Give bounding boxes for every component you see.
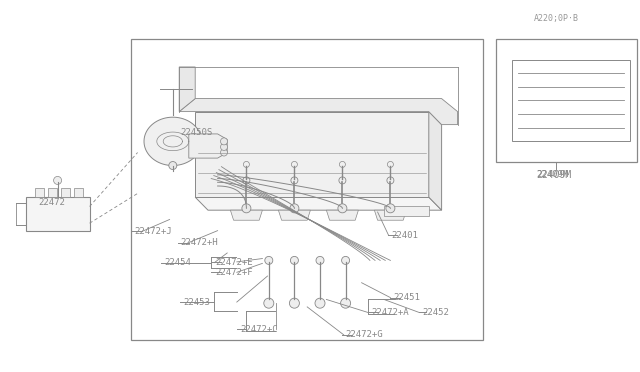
Polygon shape: [374, 210, 406, 220]
Circle shape: [264, 298, 274, 308]
Text: 22454: 22454: [164, 258, 191, 267]
Bar: [512, 60, 630, 141]
Circle shape: [289, 298, 300, 308]
Text: 22453: 22453: [184, 298, 211, 307]
Text: 22472+G: 22472+G: [346, 330, 383, 339]
Text: 22452: 22452: [422, 308, 449, 317]
Text: 22401: 22401: [392, 231, 419, 240]
Circle shape: [290, 204, 299, 213]
Polygon shape: [189, 134, 227, 158]
Circle shape: [221, 144, 227, 150]
Bar: [384, 206, 429, 216]
Bar: [35, 188, 44, 197]
Text: 22409M: 22409M: [536, 170, 572, 180]
Polygon shape: [195, 197, 442, 210]
Bar: [48, 188, 57, 197]
Circle shape: [291, 177, 298, 184]
Polygon shape: [144, 117, 202, 166]
Polygon shape: [195, 112, 429, 197]
Bar: [131, 39, 483, 340]
Polygon shape: [326, 210, 358, 220]
Circle shape: [221, 138, 227, 145]
Bar: [496, 39, 637, 162]
Bar: [26, 197, 90, 231]
Polygon shape: [230, 210, 262, 220]
Circle shape: [315, 298, 325, 308]
Circle shape: [339, 177, 346, 184]
Circle shape: [338, 204, 347, 213]
Circle shape: [386, 204, 395, 213]
Circle shape: [291, 256, 298, 264]
Polygon shape: [179, 67, 195, 112]
Circle shape: [221, 149, 227, 156]
Circle shape: [291, 161, 298, 167]
Text: 22451: 22451: [394, 293, 420, 302]
Text: 22472+A: 22472+A: [371, 308, 409, 317]
Text: 22472: 22472: [38, 198, 65, 207]
Circle shape: [316, 256, 324, 264]
Text: 22472+C: 22472+C: [240, 325, 278, 334]
Text: 22450S: 22450S: [180, 128, 212, 137]
Polygon shape: [179, 99, 458, 125]
Text: 22472+H: 22472+H: [180, 238, 218, 247]
Text: 22472+E: 22472+E: [216, 258, 253, 267]
Text: A220;0P·B: A220;0P·B: [534, 14, 579, 23]
Circle shape: [243, 161, 250, 167]
Circle shape: [387, 177, 394, 184]
Text: 22472+F: 22472+F: [216, 268, 253, 277]
Circle shape: [169, 161, 177, 170]
Polygon shape: [278, 210, 310, 220]
Circle shape: [387, 161, 394, 167]
Text: 22409M: 22409M: [536, 170, 568, 179]
Circle shape: [242, 204, 251, 213]
Circle shape: [54, 176, 61, 185]
Bar: [74, 188, 83, 197]
Circle shape: [339, 161, 346, 167]
Bar: [61, 188, 70, 197]
Circle shape: [243, 177, 250, 184]
Circle shape: [342, 256, 349, 264]
Circle shape: [265, 256, 273, 264]
Polygon shape: [429, 112, 442, 210]
Circle shape: [340, 298, 351, 308]
Text: 22472+J: 22472+J: [134, 227, 172, 236]
